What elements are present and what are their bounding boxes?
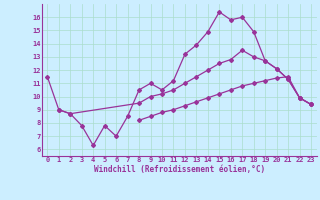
X-axis label: Windchill (Refroidissement éolien,°C): Windchill (Refroidissement éolien,°C) [94, 165, 265, 174]
